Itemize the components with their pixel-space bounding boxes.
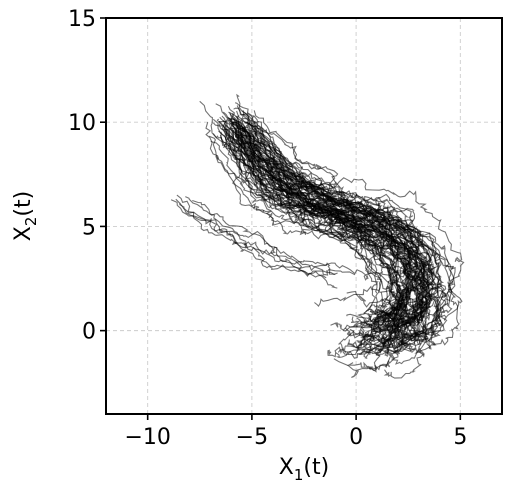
trajectory-line-67	[242, 110, 433, 328]
trajectory-line-56	[236, 133, 442, 355]
y-tick-label: 10	[68, 111, 96, 136]
trajectory-line-68	[205, 122, 402, 353]
trajectory-line-55	[218, 123, 426, 355]
x-tick-label: 0	[349, 425, 363, 450]
x-tick-label: 5	[453, 425, 467, 450]
trajectory-line-73	[210, 140, 392, 379]
trajectory-group	[170, 93, 465, 379]
trajectory-line-66	[223, 129, 400, 348]
trajectory-line-75	[235, 130, 426, 349]
y-axis-label: X2(t)	[11, 191, 40, 241]
x-axis-label: X1(t)	[279, 455, 329, 484]
trajectory-line-69	[236, 105, 424, 322]
y-tick-label: 5	[82, 215, 96, 240]
trajectory-line-83	[179, 203, 338, 289]
y-tick-label: 15	[68, 7, 96, 32]
trajectory-line-54	[229, 113, 408, 322]
trajectory-line-79	[237, 120, 434, 332]
trajectory-line-80	[170, 199, 327, 279]
trajectory-line-78	[223, 118, 417, 333]
trajectory-line-85	[192, 199, 371, 281]
trajectory-line-63	[230, 124, 424, 333]
x-tick-label: −5	[236, 425, 268, 450]
trajectory-line-76	[235, 128, 428, 360]
trajectory-line-48	[219, 116, 400, 329]
y-tick-label: 0	[82, 320, 96, 345]
plot-frame	[105, 17, 503, 415]
trajectory-line-77	[233, 117, 420, 325]
trajectory-line-81	[176, 194, 338, 276]
x-tick-label: −10	[124, 425, 170, 450]
trajectory-line-57	[212, 118, 386, 331]
trajectory-line-74	[229, 127, 429, 358]
trajectory-line-34	[208, 135, 388, 358]
trajectory-line-82	[175, 198, 336, 275]
ticks: −10 −5 0 5 0 5 10 15	[68, 7, 467, 450]
trajectory-line-72	[218, 120, 416, 342]
